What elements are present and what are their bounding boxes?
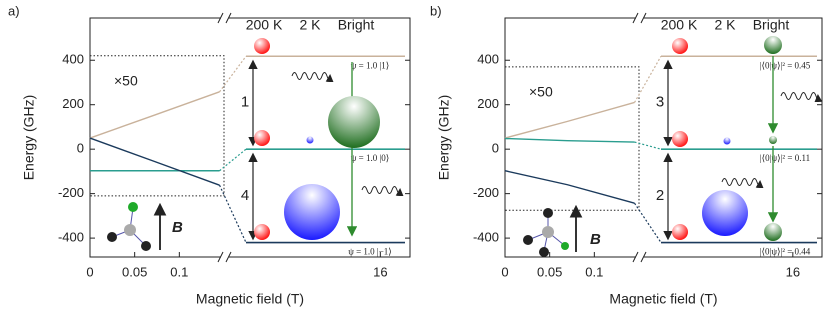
population-sphere [702,190,748,236]
energy-curve [504,170,635,204]
transition-label: 3 [656,94,664,111]
state-label: ψ = 1.0 |−1⟩ [348,247,392,257]
x-tick-label: 16 [373,264,387,279]
energy-curve [89,91,220,139]
zoom-label: ×50 [114,72,138,88]
population-sphere [284,184,340,240]
y-tick-label: -200 [473,185,499,200]
column-label: Bright [753,17,790,33]
population-sphere [764,36,782,54]
population-sphere [254,224,270,240]
x-tick-label: 0.1 [585,264,603,279]
population-sphere [254,130,270,146]
population-sphere [769,136,777,144]
population-sphere [254,38,270,54]
molecule [523,208,569,257]
y-axis-label: Energy (GHz) [21,95,37,181]
column-label: Bright [338,17,375,33]
photon [721,178,764,189]
y-axis-label: Energy (GHz) [436,95,452,181]
axis-break [632,12,647,24]
axis-break [217,251,232,263]
photon [361,186,404,197]
population-sphere [672,224,688,240]
energy-curve [504,137,635,143]
panel-label: b) [430,3,442,18]
level-connector [219,148,247,172]
column-label: 2 K [299,17,321,33]
x-tick-label: 0.1 [170,264,188,279]
state-label: |⟨0|ψ⟩|² = 0.45 [760,60,811,70]
population-sphere [723,137,731,145]
y-tick-label: -200 [58,185,84,200]
zoom-label: ×50 [529,84,553,100]
state-label: ψ = 1.0 |0⟩ [351,153,390,163]
column-label: 200 K [246,17,283,33]
field-label: B [172,219,183,236]
zoom-box [89,55,225,197]
population-sphere [764,223,782,241]
state-label: |⟨0|ψ⟩|² = 0.44 [760,247,811,257]
panel-label: a) [8,3,20,18]
population-sphere [328,96,380,148]
level-connector [219,55,247,93]
field-label: B [590,231,601,248]
molecule [107,202,151,251]
x-tick-label: 0.05 [122,264,147,279]
column-label: 2 K [714,17,736,33]
y-tick-label: 400 [62,52,84,67]
x-tick-label: 0.05 [537,264,562,279]
population-sphere [306,136,314,144]
x-tick-label: 0 [86,264,93,279]
x-tick-label: 16 [786,264,800,279]
decorations [107,36,823,257]
axis-break [632,251,647,263]
transition-label: 1 [241,94,249,111]
level-connector [634,141,662,150]
y-tick-label: 200 [62,96,84,111]
state-label: |⟨0|ψ⟩|² = 0.11 [760,153,810,163]
x-axis-label: Magnetic field (T) [609,291,717,307]
level-connector [634,202,662,243]
level-connector [634,55,662,103]
transition-label: 2 [656,187,664,204]
energy-curve [89,137,220,186]
population-sphere [672,38,688,54]
energy-curve [504,101,635,139]
x-axis-label: Magnetic field (T) [196,291,304,307]
state-label: ψ = 1.0 |1⟩ [351,60,390,70]
y-tick-label: -400 [58,230,84,245]
photon [780,92,823,103]
level-connector [218,184,247,243]
y-tick-label: 0 [492,141,499,156]
axis-break [217,12,232,24]
y-tick-label: 200 [477,96,499,111]
y-tick-label: 400 [477,52,499,67]
population-sphere [672,131,688,147]
transition-label: 4 [241,187,249,204]
x-tick-label: 0 [501,264,508,279]
y-tick-label: -400 [473,230,499,245]
column-label: 200 K [661,17,698,33]
y-tick-label: 0 [77,141,84,156]
photon [291,72,334,83]
